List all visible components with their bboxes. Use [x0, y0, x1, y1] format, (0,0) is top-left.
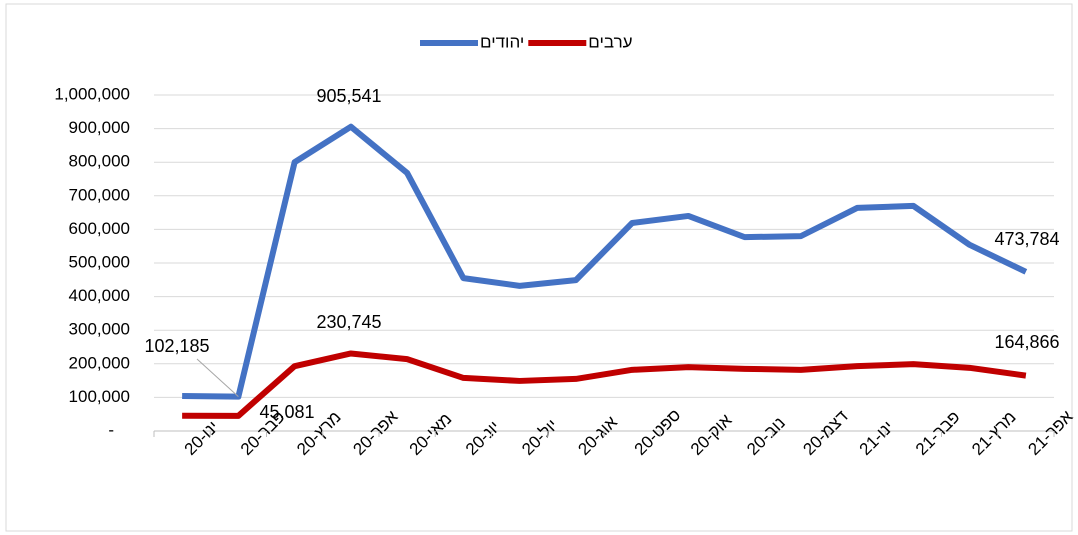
y-tick-label: - [108, 420, 114, 439]
series-line [182, 350, 1027, 419]
y-tick-label: 100,000 [69, 387, 130, 406]
data-label: 102,185 [144, 336, 209, 356]
y-tick-label: 600,000 [69, 219, 130, 238]
leader-line [196, 358, 239, 398]
chart-frame [5, 3, 1073, 532]
data-label: 473,784 [994, 229, 1059, 249]
data-label: 164,866 [994, 332, 1059, 352]
y-tick-label: 300,000 [69, 320, 130, 339]
y-tick-label: 800,000 [69, 152, 130, 171]
legend-label: יהודים [480, 32, 524, 51]
data-label: 905,541 [316, 86, 381, 106]
series-line [182, 123, 1028, 400]
data-label: 230,745 [316, 312, 381, 332]
legend-label: ערבים [588, 32, 632, 51]
y-tick-label: 500,000 [69, 252, 130, 271]
y-tick-label: 200,000 [69, 353, 130, 372]
y-tick-label: 700,000 [69, 185, 130, 204]
y-tick-label: 400,000 [69, 286, 130, 305]
y-tick-label: 900,000 [69, 118, 130, 137]
data-label: 45,081 [259, 402, 314, 422]
y-tick-label: 1,000,000 [54, 84, 130, 103]
